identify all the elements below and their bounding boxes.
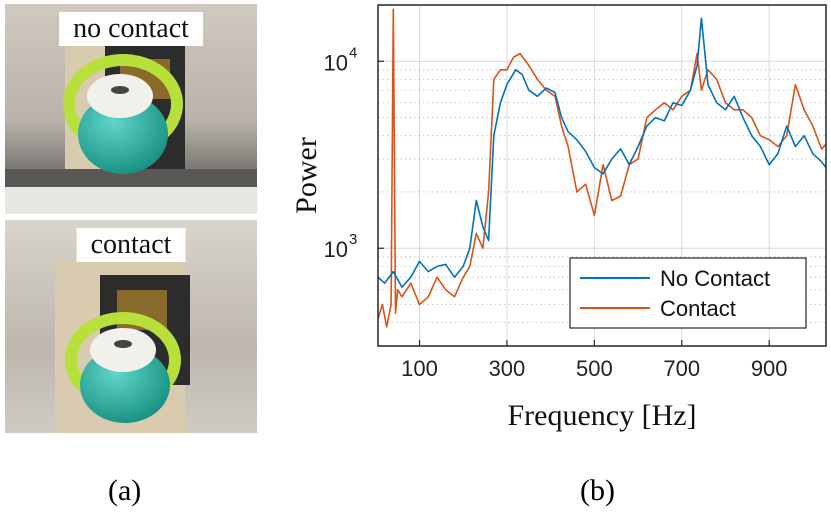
legend-box	[569, 257, 807, 329]
legend: No Contact Contact	[569, 257, 807, 329]
y-tick-label: 10	[324, 50, 348, 75]
x-tick-label: 300	[489, 356, 526, 381]
photo-no-contact: no contact	[5, 4, 257, 214]
legend-label-contact: Contact	[660, 296, 736, 321]
x-tick-label: 700	[663, 356, 700, 381]
photo-contact: contact	[5, 220, 257, 433]
plot-frame	[377, 4, 827, 347]
label-no-contact: no contact	[59, 12, 203, 46]
y-tick-exponent: 4	[349, 44, 357, 61]
y-tick-exponent: 3	[349, 231, 357, 248]
x-tick-label: 500	[576, 356, 613, 381]
x-axis-label: Frequency [Hz]	[507, 399, 696, 432]
legend-label-no-contact: No Contact	[660, 266, 770, 291]
y-tick-label: 10	[324, 237, 348, 262]
caption-a: (a)	[108, 474, 142, 507]
caption-b: (b)	[580, 474, 615, 507]
x-tick-label: 900	[751, 356, 788, 381]
label-contact: contact	[76, 228, 186, 262]
x-tick-label: 100	[401, 356, 438, 381]
series-line-contact	[377, 8, 827, 328]
series-line-no-contact	[377, 17, 827, 288]
y-axis-label: Power	[290, 137, 323, 214]
series-lines	[377, 8, 827, 328]
